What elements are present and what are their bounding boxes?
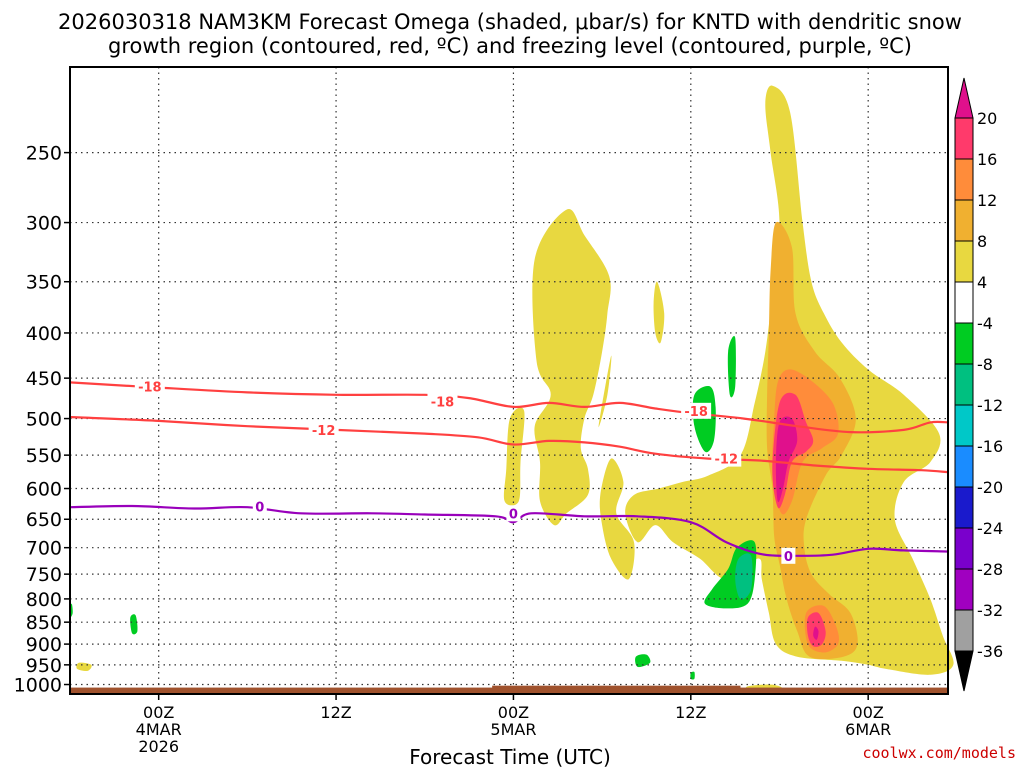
y-tick-label-850: 850 (26, 612, 62, 634)
colorbar-label--28: -28 (977, 560, 1003, 579)
colorbar: 20 16 12 8 4 -4 -8 -12 -16 -20 -24 -28 -32 -36 (954, 77, 1003, 692)
omega-region-neg-green-430 (727, 336, 736, 398)
contour-label-bg--18C-2 (681, 402, 712, 419)
x-axis-label: Forecast Time (UTC) (409, 745, 611, 768)
contour-label-0C-0: 0 (255, 501, 264, 516)
y-tick-label-800: 800 (26, 589, 62, 611)
colorbar-swatch-0 (954, 117, 974, 160)
chart-title-line2: growth region (contoured, red, ºC) and f… (108, 34, 912, 58)
contour-label--12C-1: -12 (715, 453, 739, 468)
y-axis: 2503003504004505005506006507007508008509… (14, 143, 70, 697)
colorbar-swatch-8 (954, 445, 974, 488)
contour-label-0C-2: 0 (784, 550, 793, 565)
contour-line--18C (69, 381, 949, 434)
colorbar-bottom-arrow (954, 650, 974, 692)
colorbar-label-4: 4 (977, 273, 987, 292)
y-tick-label-650: 650 (26, 509, 62, 531)
colorbar-swatch-5 (954, 322, 974, 365)
omega-region-blob-mid-lower (599, 458, 635, 580)
plot-area-frame (69, 66, 949, 695)
y-tick-label-250: 250 (26, 143, 62, 165)
colorbar-swatch-10 (954, 527, 974, 570)
x-tick-label-40-line2: 6MAR (845, 720, 891, 739)
terrain-bar (70, 687, 948, 694)
contour-label-bg--12C-1 (711, 450, 742, 467)
x-tick-label-20-line1: 00Z (498, 703, 529, 722)
y-tick-label-300: 300 (26, 213, 62, 235)
x-tick-label-0-line2: 4MAR (136, 720, 182, 739)
colorbar-swatch-4 (954, 281, 974, 324)
y-tick-label-450: 450 (26, 368, 62, 390)
watermark: coolwx.com/models (862, 744, 1016, 762)
omega-region-neg-green-470 (692, 386, 716, 453)
x-tick-label-0-line1: 00Z (143, 703, 174, 722)
y-tick-label-750: 750 (26, 564, 62, 586)
colorbar-swatch-1 (954, 158, 974, 201)
y-tick-label-550: 550 (26, 445, 62, 467)
contour-label-bg-0C-2 (781, 547, 796, 564)
contour-label--18C-1: -18 (431, 395, 455, 410)
omega-region-neg-teal-770 (735, 553, 753, 600)
omega-region-plume-29 (653, 281, 665, 344)
colorbar-label-8: 8 (977, 232, 987, 251)
y-tick-label-700: 700 (26, 538, 62, 560)
colorbar-label--24: -24 (977, 519, 1003, 538)
omega-region-neg-green-left-850 (130, 614, 138, 635)
omega-region-low-20plus (813, 626, 819, 640)
x-tick-label-10-line1: 12Z (320, 703, 351, 722)
colorbar-label--32: -32 (977, 601, 1003, 620)
y-tick-label-950: 950 (26, 655, 62, 677)
colorbar-label-20: 20 (977, 109, 997, 128)
omega-region-neg-green-950 (635, 654, 651, 668)
terrain-layer (70, 685, 948, 694)
colorbar-swatch-11 (954, 568, 974, 611)
contour-label--18C-0: -18 (138, 381, 162, 396)
contour-label-bg--18C-1 (427, 393, 458, 410)
y-tick-label-400: 400 (26, 323, 62, 345)
y-tick-label-600: 600 (26, 479, 62, 501)
contour-label-bg-0C-0 (252, 498, 267, 515)
grid-layer (70, 67, 948, 694)
colorbar-label--4: -4 (977, 314, 993, 333)
omega-region-plume-15-20 (532, 209, 611, 526)
colorbar-label-12: 12 (977, 191, 997, 210)
x-tick-label-0-line3: 2026 (138, 737, 179, 756)
colorbar-label--12: -12 (977, 396, 1003, 415)
y-tick-label-1000: 1000 (14, 675, 62, 697)
colorbar-label--36: -36 (977, 642, 1003, 661)
terrain-bump (492, 685, 741, 689)
contour-label-bg-0C-1 (506, 505, 521, 522)
contour-label--12C-0: -12 (312, 424, 336, 439)
colorbar-swatch-3 (954, 240, 974, 283)
chart-title-line1: 2026030318 NAM3KM Forecast Omega (shaded… (58, 10, 962, 34)
contour-label--18C-2: -18 (684, 405, 708, 420)
colorbar-top-arrow (954, 77, 974, 119)
colorbar-label--20: -20 (977, 478, 1003, 497)
contour-label-bg--12C-0 (308, 421, 339, 438)
y-tick-label-350: 350 (26, 272, 62, 294)
x-tick-label-20-line2: 5MAR (490, 720, 536, 739)
omega-region-plume-thin (598, 355, 612, 428)
contour-line--12C (69, 415, 949, 474)
y-tick-label-500: 500 (26, 409, 62, 431)
colorbar-swatch-7 (954, 404, 974, 447)
colorbar-swatch-9 (954, 486, 974, 529)
omega-region-neg-green-975 (690, 671, 695, 680)
x-tick-label-40-line1: 00Z (853, 703, 884, 722)
x-tick-label-30-line1: 12Z (675, 703, 706, 722)
contour-label-0C-1: 0 (509, 507, 518, 522)
colorbar-label--8: -8 (977, 355, 993, 374)
colorbar-swatch-6 (954, 363, 974, 406)
omega-region-plume-20-left (503, 407, 525, 506)
colorbar-label--16: -16 (977, 437, 1003, 456)
contour-layer: -18 -18 -18 -12 -12 0 0 0 (69, 378, 949, 565)
colorbar-swatch-2 (954, 199, 974, 242)
colorbar-label-16: 16 (977, 150, 997, 169)
colorbar-swatch-12 (954, 609, 974, 652)
contour-label-bg--18C-0 (134, 378, 165, 395)
omega-region-core-20plus (775, 416, 798, 503)
y-tick-label-900: 900 (26, 634, 62, 656)
